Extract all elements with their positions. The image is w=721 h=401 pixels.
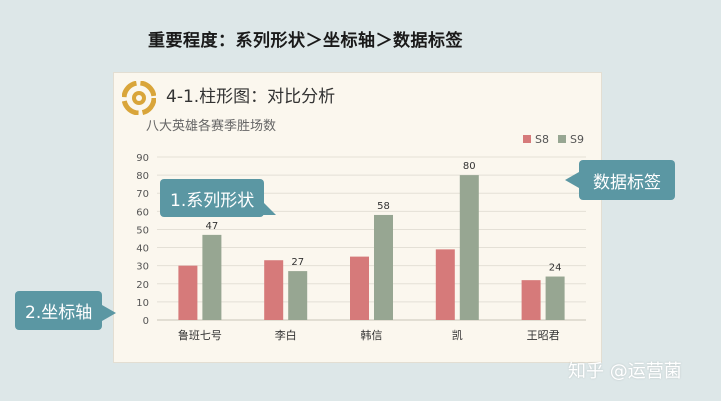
bar-s9: [545, 276, 565, 320]
y-tick-label: 30: [136, 262, 149, 273]
x-tick-label: 鲁班七号: [178, 328, 222, 342]
y-tick-label: 90: [136, 153, 149, 164]
data-label: 58: [377, 201, 390, 212]
axis-callout: 2.坐标轴: [15, 291, 117, 330]
x-tick-label: 凯: [452, 329, 463, 342]
data-label: 47: [206, 221, 219, 232]
axis-callout-text: 2.坐标轴: [25, 303, 93, 323]
series-shape-callout: 1.系列形状: [160, 179, 277, 217]
y-tick-label: 10: [136, 298, 149, 309]
x-tick-label: 李白: [275, 328, 297, 342]
y-tick-label: 50: [136, 225, 149, 236]
bar-s8: [350, 256, 369, 320]
legend-label: S8: [535, 133, 549, 146]
chart-title: 4-1.柱形图：对比分析: [166, 87, 336, 107]
series-shape-callout-text: 1.系列形状: [170, 190, 255, 211]
bar-s8: [178, 265, 198, 320]
y-tick-label: 0: [143, 316, 149, 327]
data-label: 24: [549, 263, 562, 274]
legend-swatch: [558, 135, 566, 143]
callout-pointer: [565, 172, 579, 188]
callout-pointer: [102, 305, 117, 321]
chart-subtitle: 八大英雄各赛季胜场数: [146, 119, 277, 134]
data-labels-callout: 数据标签: [565, 160, 675, 200]
data-labels-callout-text: 数据标签: [593, 172, 661, 193]
watermark: 知乎 @运营菌: [568, 361, 682, 382]
page-heading: 重要程度：系列形状＞坐标轴＞数据标签: [148, 31, 463, 51]
bar-chart: 0 10 20 30 40 50 60 70 80 90 47 鲁班七号 27 李白 58 韩信 80 凯 24 王昭…: [136, 133, 586, 342]
chart-card: 4-1.柱形图：对比分析 八大英雄各赛季胜场数 0 10 20 30 40 50 60 70 8…: [113, 72, 602, 363]
callout-pointer: [262, 201, 277, 215]
y-tick-label: 20: [136, 280, 149, 291]
legend-swatch: [523, 135, 531, 143]
y-tick-label: 40: [136, 244, 149, 255]
bar-s8: [435, 249, 455, 320]
legend-label: S9: [570, 133, 584, 146]
y-tick-label: 70: [136, 189, 149, 200]
bar-s9: [374, 214, 393, 320]
data-label: 80: [463, 161, 476, 172]
bar-s8: [264, 260, 284, 320]
x-tick-label: 韩信: [361, 328, 383, 342]
bar-s8: [521, 280, 541, 320]
bar-s9: [202, 234, 222, 320]
data-label: 27: [291, 257, 304, 268]
y-tick-label: 80: [136, 171, 149, 182]
logo-icon: [122, 81, 156, 115]
bar-s9: [288, 271, 308, 320]
y-tick-label: 60: [136, 207, 149, 218]
x-tick-label: 王昭君: [527, 329, 560, 342]
bar-s9: [459, 175, 479, 320]
